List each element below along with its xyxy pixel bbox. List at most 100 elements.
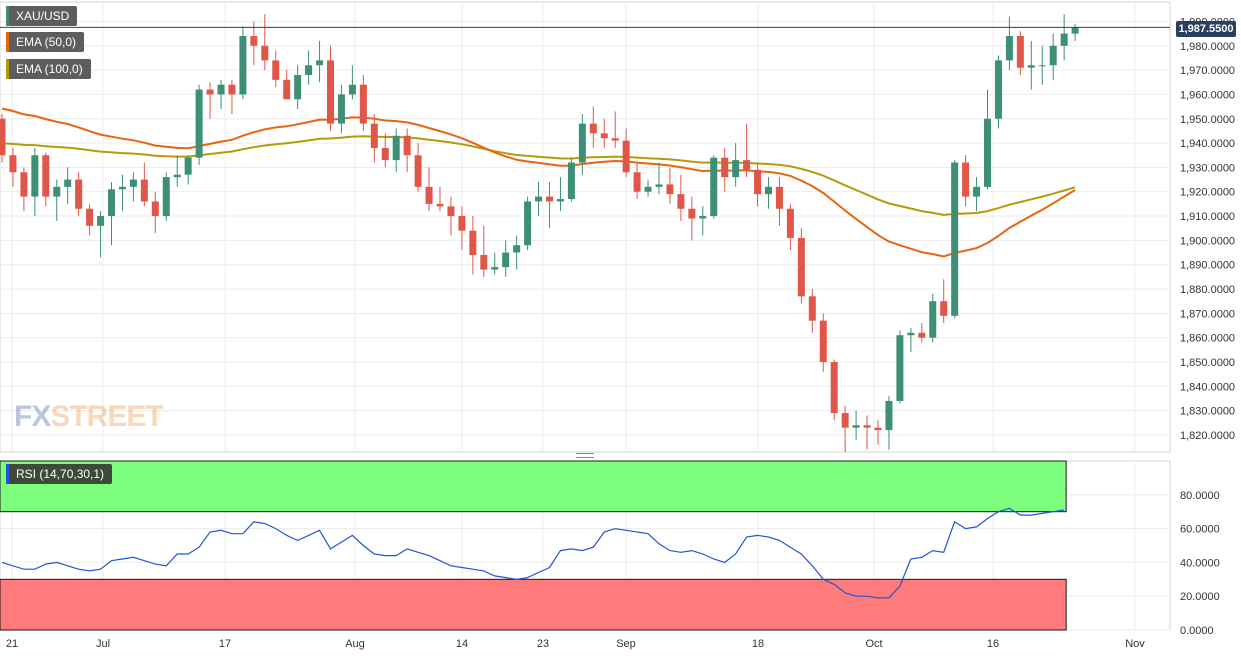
candle-body-up <box>129 179 137 187</box>
price-y-tick-label: 1,960.0000 <box>1180 89 1235 101</box>
candle-body-down <box>250 36 258 46</box>
candle-body-down <box>666 184 674 195</box>
candle-body-down <box>1016 36 1024 68</box>
candle-body-down <box>151 201 159 217</box>
candle-body-down <box>962 162 970 197</box>
candle-body-up <box>710 157 718 217</box>
candle-body-down <box>918 332 926 338</box>
price-y-tick-label: 1,950.0000 <box>1180 114 1235 126</box>
instrument-swatch <box>6 6 9 26</box>
candle-body-down <box>611 138 619 141</box>
rsi-y-tick-label: 0.0000 <box>1180 625 1214 637</box>
rsi-legend-text: RSI (14,70,30,1) <box>16 467 105 481</box>
candle-body-down <box>9 155 17 173</box>
x-tick-label: Sep <box>616 638 636 650</box>
candle-body-down <box>359 84 367 124</box>
price-y-tick-label: 1,840.0000 <box>1180 381 1235 393</box>
rsi-legend[interactable]: RSI (14,70,30,1) <box>6 464 113 484</box>
rsi-y-tick-label: 20.0000 <box>1180 591 1220 603</box>
candle-body-down <box>75 179 83 209</box>
candle-body-down <box>206 89 214 95</box>
candle-body-down <box>327 60 334 124</box>
candle-body-down <box>819 320 827 362</box>
price-y-tick-label: 1,850.0000 <box>1180 357 1235 369</box>
candle-body-down <box>425 186 433 204</box>
candle-body-down <box>436 203 444 207</box>
candle-body-up <box>31 155 39 197</box>
candle-body-up <box>973 186 981 197</box>
candle-body-up <box>1038 65 1046 67</box>
candle-body-up <box>239 36 247 95</box>
ema100-swatch <box>6 59 9 79</box>
candle-body-up <box>929 301 937 338</box>
candle-body-up <box>337 94 345 124</box>
x-tick-label: 17 <box>219 638 231 650</box>
rsi-overbought-zone <box>0 460 1067 513</box>
candle-body-down <box>0 118 6 156</box>
candle-body-down <box>589 123 597 134</box>
candle-body-up <box>217 84 225 95</box>
candle-body-up <box>305 65 313 75</box>
candle-body-down <box>283 79 291 100</box>
candle-body-up <box>524 201 532 246</box>
x-tick-label: Aug <box>345 638 365 650</box>
candle-body-up <box>316 60 324 66</box>
candle-body-down <box>403 135 411 156</box>
x-tick-label: 14 <box>456 638 468 650</box>
candle-body-up <box>896 335 904 401</box>
ema50-legend[interactable]: EMA (50,0) <box>6 32 85 52</box>
candle-body-up <box>184 157 192 175</box>
price-y-tick-label: 1,930.0000 <box>1180 162 1235 174</box>
candle-body-down <box>480 254 488 270</box>
candle-body-up <box>994 60 1002 119</box>
candle-body-down <box>940 301 948 316</box>
candle-body-up <box>732 160 740 178</box>
ema100-legend[interactable]: EMA (100,0) <box>6 59 91 79</box>
price-y-tick-label: 1,940.0000 <box>1180 138 1235 150</box>
watermark-fx: FX <box>14 400 51 433</box>
price-y-tick-label: 1,910.0000 <box>1180 211 1235 223</box>
candle-body-down <box>688 208 696 219</box>
candle-body-down <box>797 237 805 297</box>
candle-body-down <box>622 140 630 173</box>
candle-body-up <box>118 186 126 190</box>
price-y-tick-label: 1,980.0000 <box>1180 41 1235 53</box>
ema50-swatch <box>6 32 9 52</box>
candle-body-up <box>556 199 564 202</box>
candle-body-down <box>381 147 389 161</box>
price-y-tick-label: 1,830.0000 <box>1180 406 1235 418</box>
candle-body-down <box>786 208 794 238</box>
candle-body-down <box>20 172 28 197</box>
candle-body-up <box>1049 45 1057 66</box>
ema50-line <box>1 107 1076 258</box>
candle-body-down <box>633 172 641 192</box>
candle-body-up <box>53 186 61 197</box>
candle-body-up <box>1060 33 1068 46</box>
pane-splitter-handle[interactable] <box>576 453 594 458</box>
candle-body-up <box>907 332 915 336</box>
candle-body-up <box>1027 65 1035 68</box>
candle-body-up <box>699 216 707 219</box>
candle-body-up <box>984 118 991 187</box>
candle-body-down <box>261 45 269 61</box>
price-y-tick-label: 1,890.0000 <box>1180 260 1235 272</box>
x-tick-label: 18 <box>752 638 764 650</box>
x-tick-label: 23 <box>537 638 549 650</box>
fxstreet-watermark: FXSTREET <box>14 400 164 434</box>
instrument-label[interactable]: XAU/USD <box>6 6 78 26</box>
candle-body-up <box>1071 27 1079 34</box>
candle-body-down <box>830 362 838 414</box>
candle-body-up <box>64 179 72 187</box>
candle-body-up <box>951 162 959 316</box>
rsi-y-tick-label: 60.0000 <box>1180 524 1220 536</box>
candle-body-down <box>546 196 553 202</box>
x-tick-label: Jul <box>96 638 110 650</box>
candle-body-up <box>567 162 575 200</box>
price-y-tick-label: 1,860.0000 <box>1180 333 1235 345</box>
x-tick-label: Oct <box>865 638 882 650</box>
rsi-line <box>1 507 1065 599</box>
x-tick-label: 16 <box>987 638 999 650</box>
candle-body-down <box>721 157 729 178</box>
